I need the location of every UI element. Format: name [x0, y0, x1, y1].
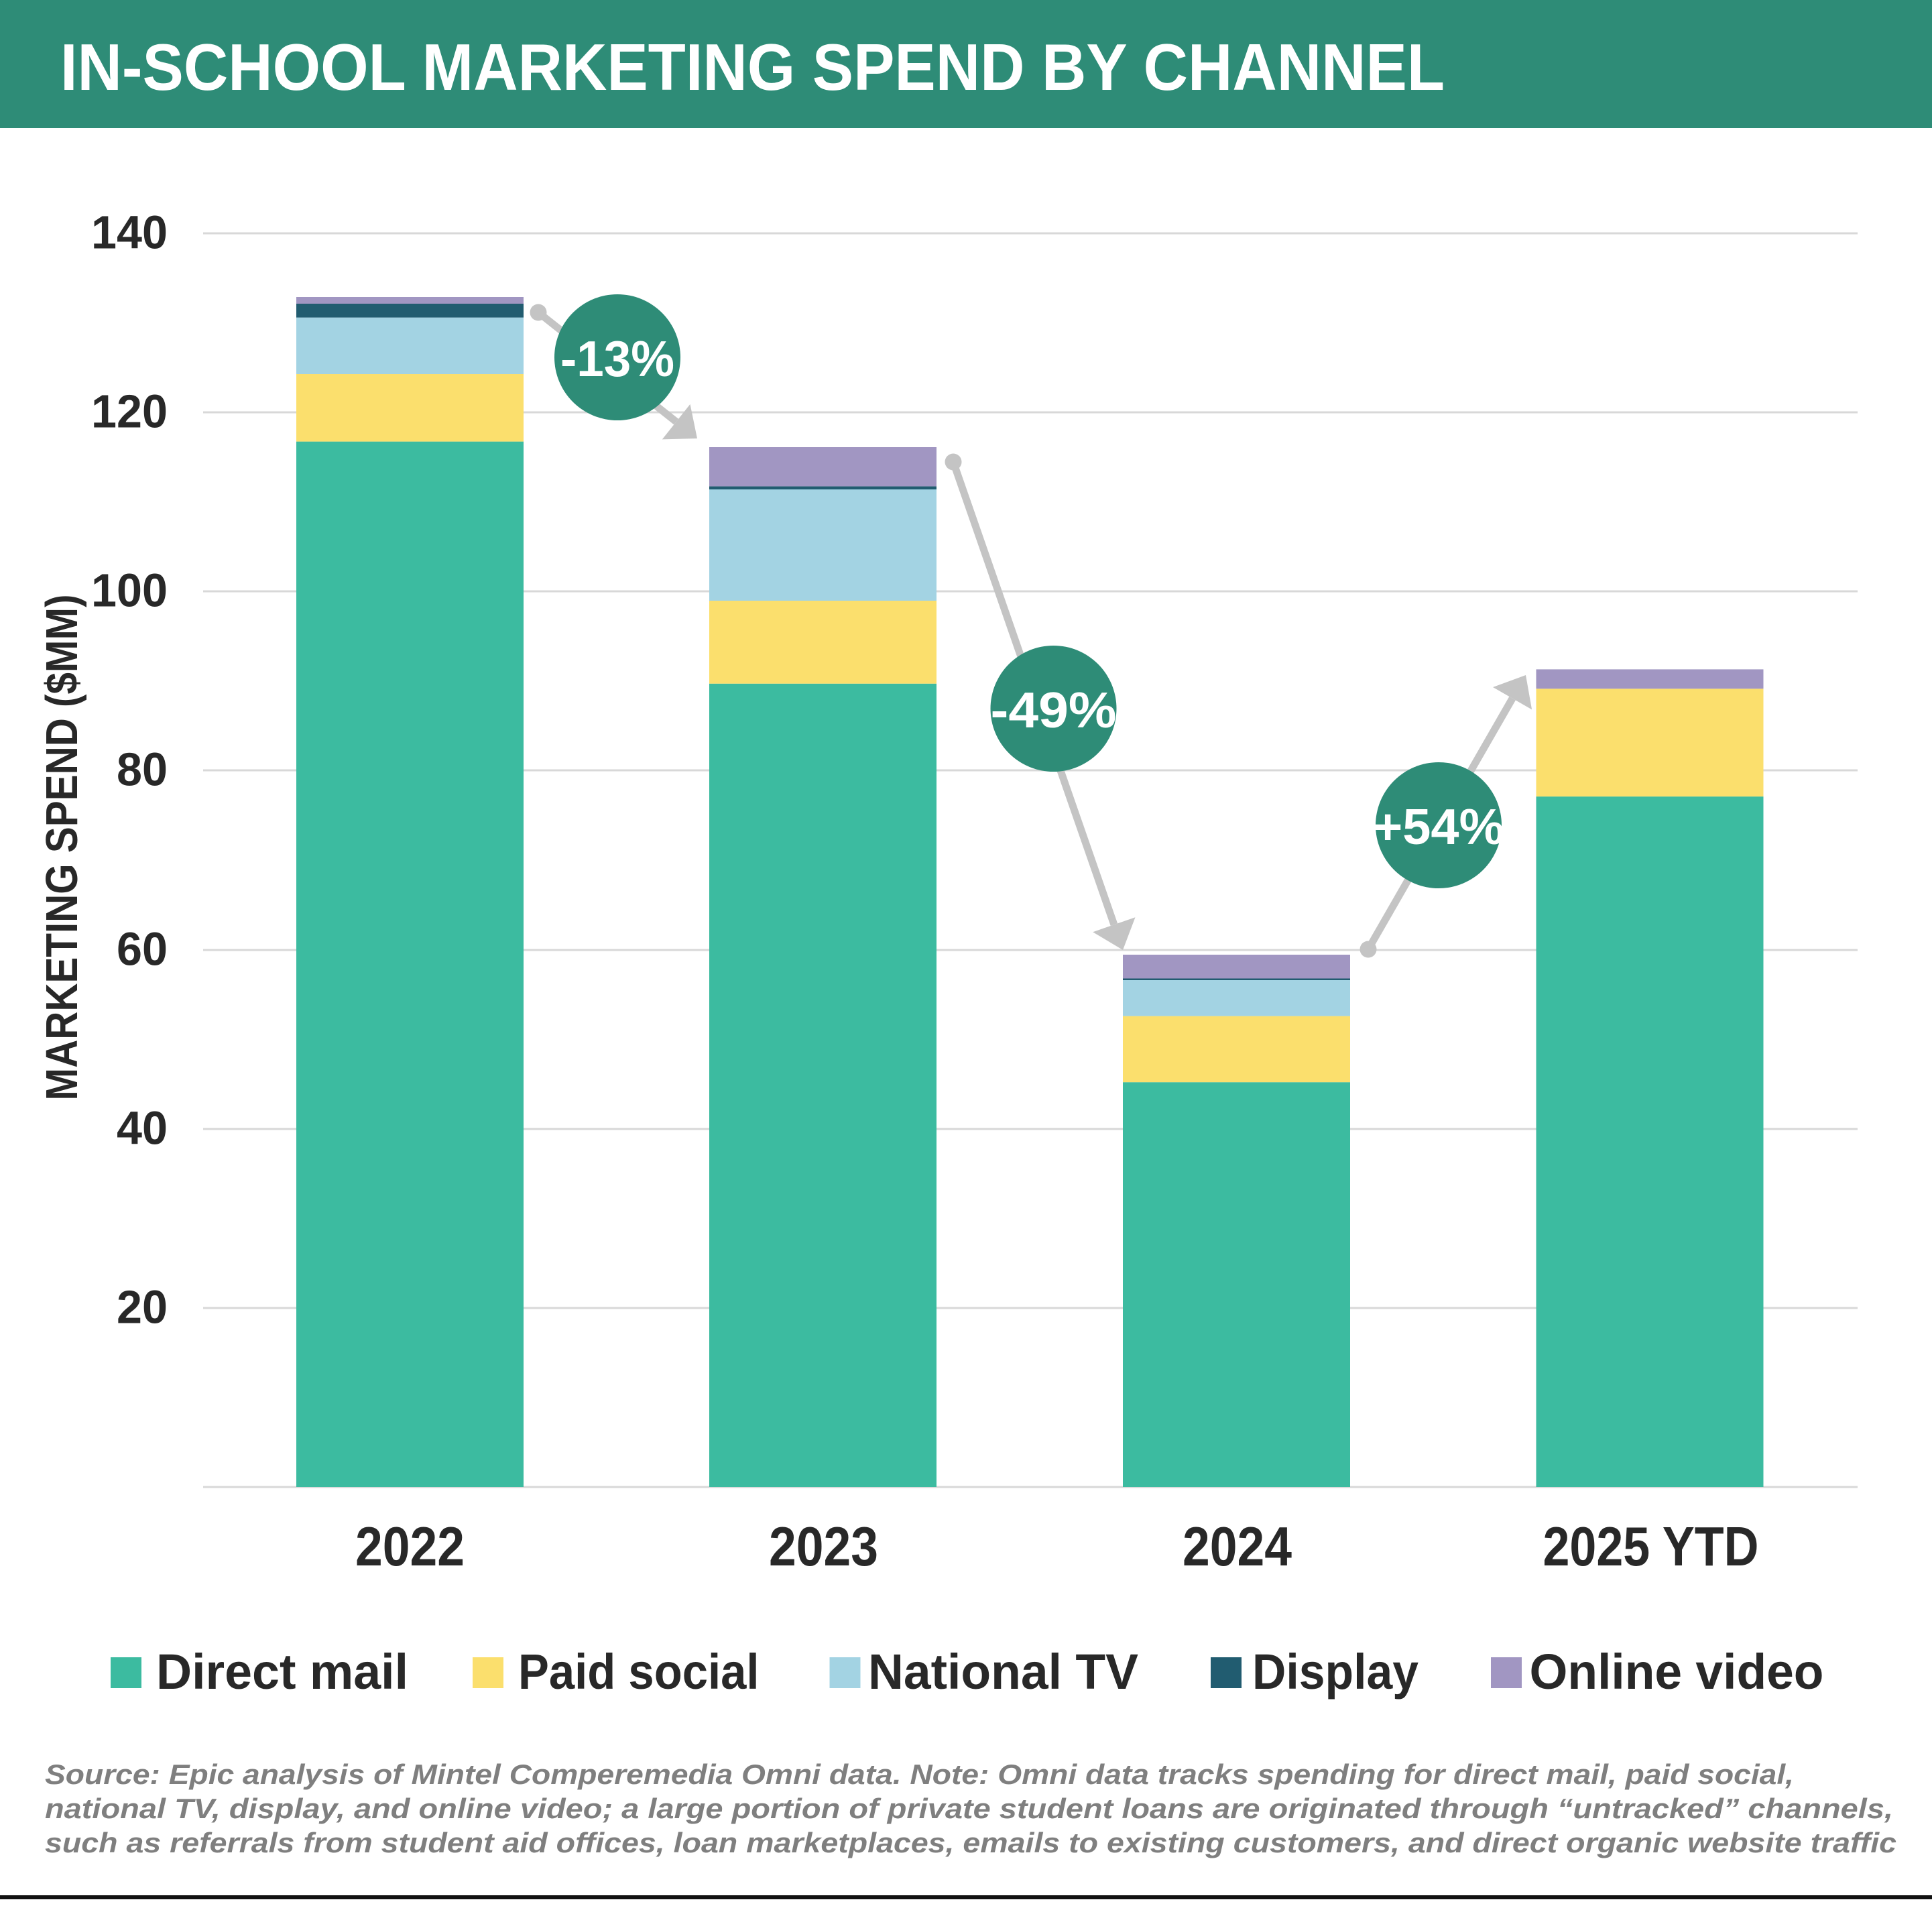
svg-text:national TV, display, and onli: national TV, display, and online video; … — [45, 1793, 1893, 1824]
svg-text:2025 YTD: 2025 YTD — [1543, 1515, 1759, 1577]
svg-text:60: 60 — [117, 922, 168, 975]
svg-text:2023: 2023 — [769, 1515, 878, 1577]
svg-text:IN-SCHOOL MARKETING SPEND BY C: IN-SCHOOL MARKETING SPEND BY CHANNEL — [60, 30, 1445, 104]
svg-text:120: 120 — [91, 385, 168, 437]
svg-text:40: 40 — [117, 1101, 168, 1154]
svg-text:-49%: -49% — [991, 682, 1117, 738]
svg-text:Source: Epic analysis of Minte: Source: Epic analysis of Mintel Comperem… — [45, 1759, 1794, 1790]
svg-text:140: 140 — [91, 206, 168, 258]
svg-text:+54%: +54% — [1373, 798, 1504, 855]
svg-text:2024: 2024 — [1183, 1515, 1292, 1577]
svg-text:80: 80 — [117, 743, 168, 795]
svg-text:20: 20 — [117, 1280, 168, 1333]
svg-text:2022: 2022 — [355, 1515, 465, 1577]
svg-text:100: 100 — [91, 564, 168, 616]
svg-text:National TV: National TV — [868, 1644, 1138, 1700]
svg-text:Paid social: Paid social — [518, 1644, 760, 1700]
svg-text:Direct mail: Direct mail — [156, 1644, 408, 1700]
svg-text:MARKETING SPEND ($MM): MARKETING SPEND ($MM) — [37, 595, 87, 1101]
svg-text:Display: Display — [1252, 1644, 1418, 1700]
svg-text:Online video: Online video — [1530, 1644, 1824, 1700]
svg-text:-13%: -13% — [560, 331, 674, 387]
svg-text:such as referrals from student: such as referrals from student aid offic… — [45, 1827, 1896, 1858]
